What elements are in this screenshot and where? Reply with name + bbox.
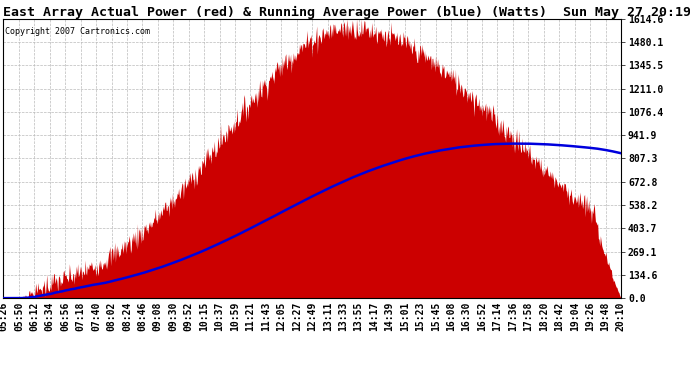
Text: 15:01: 15:01	[400, 302, 410, 331]
Text: 13:33: 13:33	[338, 302, 348, 331]
Text: 17:14: 17:14	[493, 302, 502, 331]
Text: 10:59: 10:59	[230, 302, 240, 331]
Text: 19:26: 19:26	[585, 302, 595, 331]
Text: 12:27: 12:27	[292, 302, 302, 331]
Text: 16:30: 16:30	[462, 302, 471, 331]
Text: 07:18: 07:18	[76, 302, 86, 331]
Text: East Array Actual Power (red) & Running Average Power (blue) (Watts)  Sun May 27: East Array Actual Power (red) & Running …	[3, 6, 690, 19]
Text: 05:26: 05:26	[0, 302, 8, 331]
Text: 05:50: 05:50	[14, 302, 24, 331]
Text: 11:21: 11:21	[246, 302, 255, 331]
Text: 19:04: 19:04	[570, 302, 580, 331]
Text: 14:17: 14:17	[369, 302, 379, 331]
Text: 18:20: 18:20	[539, 302, 549, 331]
Text: 20:10: 20:10	[616, 302, 626, 331]
Text: 19:48: 19:48	[600, 302, 611, 331]
Text: 09:30: 09:30	[168, 302, 178, 331]
Text: 09:52: 09:52	[184, 302, 194, 331]
Text: 12:49: 12:49	[307, 302, 317, 331]
Text: 12:05: 12:05	[277, 302, 286, 331]
Text: 09:08: 09:08	[153, 302, 163, 331]
Text: 13:55: 13:55	[353, 302, 364, 331]
Text: 08:02: 08:02	[106, 302, 117, 331]
Text: 14:39: 14:39	[384, 302, 395, 331]
Text: Copyright 2007 Cartronics.com: Copyright 2007 Cartronics.com	[5, 27, 150, 36]
Text: 10:15: 10:15	[199, 302, 209, 331]
Text: 06:12: 06:12	[30, 302, 39, 331]
Text: 06:34: 06:34	[45, 302, 55, 331]
Text: 16:08: 16:08	[446, 302, 456, 331]
Text: 11:43: 11:43	[261, 302, 271, 331]
Text: 08:24: 08:24	[122, 302, 132, 331]
Text: 17:36: 17:36	[508, 302, 518, 331]
Text: 16:52: 16:52	[477, 302, 487, 331]
Text: 08:46: 08:46	[137, 302, 148, 331]
Text: 07:40: 07:40	[91, 302, 101, 331]
Text: 06:56: 06:56	[60, 302, 70, 331]
Text: 17:58: 17:58	[524, 302, 533, 331]
Text: 18:42: 18:42	[554, 302, 564, 331]
Text: 15:23: 15:23	[415, 302, 425, 331]
Text: 13:11: 13:11	[323, 302, 333, 331]
Text: 15:45: 15:45	[431, 302, 441, 331]
Text: 10:37: 10:37	[215, 302, 224, 331]
